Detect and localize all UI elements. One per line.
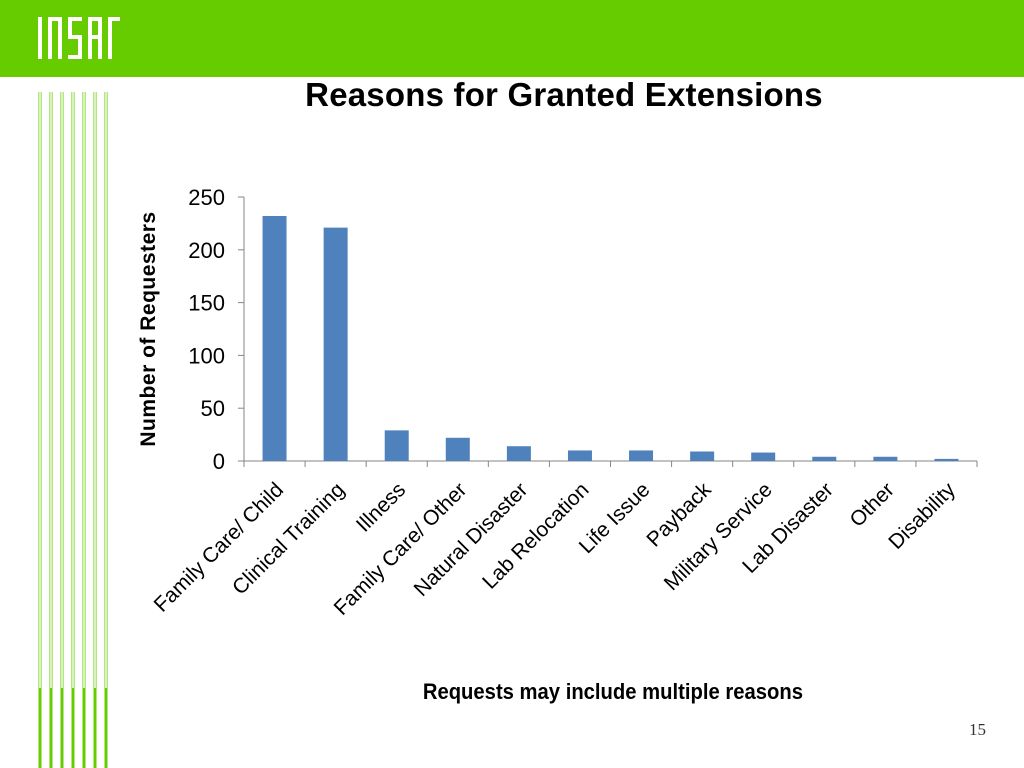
y-tick-label: 0 — [213, 449, 225, 474]
page-number: 15 — [969, 720, 986, 739]
bar — [506, 446, 531, 461]
bar — [262, 216, 287, 461]
x-category-label: Illness — [352, 478, 410, 536]
bar — [445, 437, 470, 461]
bar — [873, 456, 898, 461]
x-category-label: Other — [846, 478, 899, 531]
footnote: Requests may include multiple reasons — [422, 679, 804, 704]
y-tick-label: 250 — [188, 185, 225, 210]
y-tick-label: 150 — [188, 291, 225, 316]
bar — [751, 452, 776, 461]
y-axis-label: Number of Requesters — [137, 211, 160, 446]
top-banner — [0, 0, 1024, 77]
x-category-label: Lab Relocation — [478, 478, 593, 593]
x-category-label: Disability — [884, 478, 960, 554]
slide-title: Reasons for Granted Extensions — [305, 76, 823, 113]
y-tick-label: 50 — [201, 396, 225, 421]
bar — [323, 227, 348, 461]
x-category-label: Military Service — [660, 478, 777, 595]
decorative-side-lines — [38, 92, 108, 768]
x-category-label: Clinical Training — [228, 478, 349, 599]
bar — [934, 458, 959, 461]
bar — [567, 450, 592, 461]
y-tick-label: 100 — [188, 343, 225, 368]
bar — [690, 451, 715, 461]
bar — [812, 456, 837, 461]
bar — [629, 450, 654, 461]
nsr-logo-icon — [38, 17, 120, 59]
x-category-label: Natural Disaster — [410, 478, 533, 601]
bar — [384, 430, 409, 461]
y-tick-label: 200 — [188, 238, 225, 263]
